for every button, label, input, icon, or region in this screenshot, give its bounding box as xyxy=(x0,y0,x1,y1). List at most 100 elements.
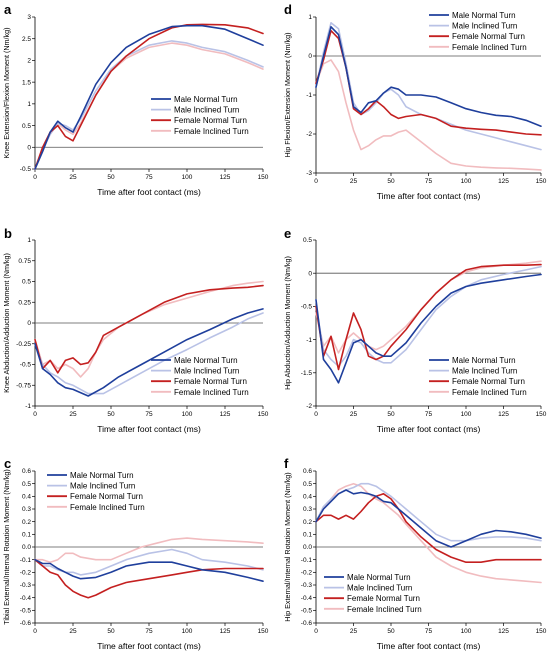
y-tick-label: 0.2 xyxy=(303,519,312,526)
x-tick-label: 50 xyxy=(387,411,395,418)
x-tick-label: 125 xyxy=(498,411,509,418)
series-line-male-inclined xyxy=(315,21,542,151)
y-tick-label: -1 xyxy=(25,403,31,410)
legend-entry: Male Inclined Turn xyxy=(70,482,135,491)
x-tick-label: 50 xyxy=(107,628,115,635)
series-line-male-normal xyxy=(34,558,264,583)
x-tick-label: 75 xyxy=(145,628,153,635)
y-tick-label: 2.5 xyxy=(22,36,31,43)
x-tick-label: 50 xyxy=(107,174,115,181)
y-tick-label: 2 xyxy=(27,58,31,65)
y-tick-label: -0.5 xyxy=(301,608,313,615)
x-tick-label: 0 xyxy=(314,411,318,418)
panel-letter: f xyxy=(284,456,289,471)
y-tick-label: -0.25 xyxy=(16,341,31,348)
y-tick-label: -0.1 xyxy=(20,557,32,564)
series-line-male-normal xyxy=(34,308,264,397)
legend-entry: Female Normal Turn xyxy=(174,116,247,125)
y-tick-label: -0.4 xyxy=(301,595,313,602)
x-tick-label: 75 xyxy=(425,411,433,418)
x-tick-label: 50 xyxy=(387,628,395,635)
series-line-male-inclined xyxy=(34,312,264,395)
y-axis-label: Hip Flexion/Extension Moment (Nm/kg) xyxy=(283,32,292,157)
y-tick-label: 1 xyxy=(27,237,31,244)
y-axis-label: Knee Abduction/Adduction Moment (Nm/kg) xyxy=(2,253,11,393)
y-axis-label: Tibial External/Internal Rotation Moment… xyxy=(2,469,11,625)
x-tick-label: 50 xyxy=(107,411,115,418)
series-line-female-inclined xyxy=(315,260,542,354)
y-tick-label: 0.3 xyxy=(303,506,312,513)
y-tick-label: 0.5 xyxy=(303,237,312,244)
legend-entry: Female Normal Turn xyxy=(347,594,420,603)
y-tick-label: 1.5 xyxy=(22,79,31,86)
x-tick-label: 25 xyxy=(69,174,77,181)
series-line-male-normal xyxy=(34,24,264,170)
x-axis-label: Time after foot contact (ms) xyxy=(377,191,481,201)
x-tick-label: 100 xyxy=(461,628,472,635)
y-tick-label: -2 xyxy=(306,403,312,410)
x-tick-label: 100 xyxy=(461,411,472,418)
y-tick-label: 0.3 xyxy=(22,506,31,513)
legend-entry: Female Normal Turn xyxy=(174,377,247,386)
y-tick-label: 1 xyxy=(308,14,312,21)
y-axis-label: Hip Abduction/Adduction Moment (Nm/kg) xyxy=(283,256,292,390)
series-line-male-normal xyxy=(315,25,542,127)
legend-entry: Female Inclined Turn xyxy=(452,43,527,52)
panel-c: c -0.6 -0.5 -0.4 -0.3 -0.2 -0.1 0.0 0.1 0.2 0.3 0.4… xyxy=(2,456,269,651)
y-tick-label: 0.4 xyxy=(303,494,312,501)
series-line-male-normal xyxy=(315,489,542,548)
x-axis-label: Time after foot contact (ms) xyxy=(377,641,481,651)
y-tick-label: 0.6 xyxy=(22,468,31,475)
y-tick-label: -0.5 xyxy=(20,608,32,615)
legend-entry: Male Normal Turn xyxy=(70,471,134,480)
panel-letter: d xyxy=(284,2,292,17)
x-tick-label: 25 xyxy=(350,178,358,185)
panel-e: e -2 -1.5 -1 -0.5 0 0.5 0 25 50 75 100 125 150 Time af… xyxy=(283,226,547,434)
y-tick-label: 0.5 xyxy=(303,481,312,488)
y-tick-label: 0.25 xyxy=(18,299,31,306)
y-tick-label: 0.5 xyxy=(22,279,31,286)
legend-entry: Male Inclined Turn xyxy=(452,367,517,376)
y-tick-label: 0.1 xyxy=(303,532,312,539)
x-tick-label: 0 xyxy=(33,628,37,635)
x-tick-label: 100 xyxy=(182,628,193,635)
y-tick-label: -0.5 xyxy=(20,362,32,369)
panel-b: b -1 -0.75 -0.5 -0.25 0 0.25 0.5 0.75 1 0 25 50 75 100… xyxy=(2,226,269,434)
x-tick-label: 75 xyxy=(425,178,433,185)
x-axis-label: Time after foot contact (ms) xyxy=(97,187,201,197)
x-tick-label: 50 xyxy=(387,178,395,185)
legend: Male Normal Turn Male Inclined TurnFemale… xyxy=(151,95,249,136)
series-line-female-inclined xyxy=(34,537,264,564)
x-tick-label: 25 xyxy=(350,411,358,418)
y-tick-label: 0.0 xyxy=(303,544,312,551)
x-tick-label: 25 xyxy=(69,628,77,635)
panel-f: f -0.6 -0.5 -0.4 -0.3 -0.2 -0.1 0.0 0.1 0.2 0.3 0.4… xyxy=(283,456,547,651)
series-line-female-normal xyxy=(315,263,542,371)
x-tick-label: 150 xyxy=(536,411,547,418)
x-tick-label: 25 xyxy=(69,411,77,418)
legend-entry: Female Normal Turn xyxy=(70,492,143,501)
legend-entry: Female Inclined Turn xyxy=(347,605,422,614)
panel-letter: a xyxy=(4,2,12,17)
x-tick-label: 75 xyxy=(425,628,433,635)
legend-entry: Male Normal Turn xyxy=(174,95,238,104)
x-tick-label: 0 xyxy=(314,178,318,185)
x-tick-label: 125 xyxy=(220,174,231,181)
panel-letter: e xyxy=(284,226,291,241)
legend-entry: Male Inclined Turn xyxy=(347,584,412,593)
legend-entry: Male Normal Turn xyxy=(174,356,238,365)
y-tick-label: -1 xyxy=(306,92,312,99)
legend-entry: Female Inclined Turn xyxy=(452,388,527,397)
y-tick-label: 0 xyxy=(308,270,312,277)
series-line-female-inclined xyxy=(34,280,264,378)
legend-entry: Male Normal Turn xyxy=(452,356,516,365)
y-tick-label: 0.1 xyxy=(22,532,31,539)
y-tick-label: -1 xyxy=(306,337,312,344)
legend-entry: Male Inclined Turn xyxy=(174,106,239,115)
y-tick-label: -1.5 xyxy=(301,370,313,377)
y-tick-label: -0.4 xyxy=(20,595,32,602)
y-tick-label: 0.5 xyxy=(22,481,31,488)
